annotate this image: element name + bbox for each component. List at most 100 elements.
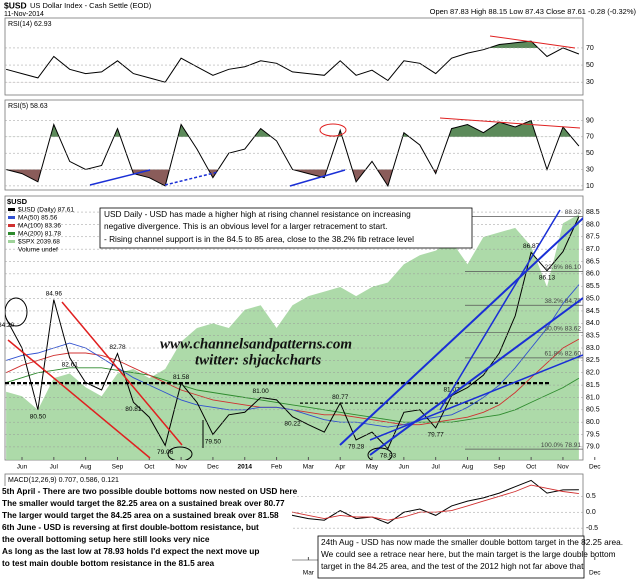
y-tick-label: 87.5 bbox=[586, 234, 600, 241]
y-tick-label: 87.0 bbox=[586, 246, 600, 253]
note-box bbox=[99, 207, 473, 249]
x-tick-label: Mar bbox=[303, 464, 315, 471]
note-line: The smaller would target the 82.25 area … bbox=[2, 498, 285, 508]
panel-title: RSI(14) 62.93 bbox=[8, 21, 52, 28]
symbol: $USD bbox=[4, 0, 27, 10]
panel-frame bbox=[4, 17, 584, 96]
legend-swatch bbox=[8, 232, 15, 235]
x-tick-label: Sep bbox=[494, 464, 506, 471]
y-tick-label: 86.5 bbox=[586, 258, 600, 265]
watermark: twitter: shjackcharts bbox=[195, 352, 321, 368]
legend-swatch bbox=[8, 208, 15, 211]
y-tick-label: 86.0 bbox=[586, 271, 600, 278]
fib-label: 23.6% 86.10 bbox=[544, 264, 581, 271]
y-tick-label: 88.5 bbox=[586, 209, 600, 216]
legend-label: $USD (Daily) 87.61 bbox=[18, 207, 74, 214]
y-tick-label: 50 bbox=[586, 150, 594, 157]
resistance-line bbox=[61, 301, 183, 446]
legend-swatch bbox=[8, 240, 15, 243]
value-label: 82.78 bbox=[109, 344, 126, 351]
x-tick-label: Oct bbox=[526, 464, 536, 471]
fib-label: 61.8% 82.60 bbox=[544, 351, 581, 358]
note-line: negative divergence. This is an obvious … bbox=[104, 221, 387, 231]
y-tick-label: 84.5 bbox=[586, 308, 600, 315]
y-tick-label: 79.5 bbox=[586, 431, 600, 438]
note-line: the overall bottoming setup here still l… bbox=[2, 534, 210, 544]
trend-lines bbox=[5, 209, 583, 460]
value-label: 80.50 bbox=[30, 414, 47, 421]
fib-label: 100.0% 78.91 bbox=[541, 442, 582, 449]
y-tick-label: 80.0 bbox=[586, 419, 600, 426]
channel-line bbox=[369, 354, 583, 441]
y-tick-label: 10 bbox=[586, 183, 594, 190]
note-line: 5th April - There are two possible doubl… bbox=[2, 486, 298, 496]
y-tick-label: 81.5 bbox=[586, 382, 600, 389]
value-label: 86.87 bbox=[523, 243, 540, 250]
overbought-fill bbox=[6, 41, 579, 48]
y-tick-label: -0.5 bbox=[586, 525, 598, 532]
value-label: 80.22 bbox=[284, 420, 301, 427]
value-label: 84.96 bbox=[46, 290, 63, 297]
x-tick-label: May bbox=[366, 464, 379, 471]
legend-swatch bbox=[8, 216, 15, 219]
y-tick-label: 83.5 bbox=[586, 333, 600, 340]
legend-swatch bbox=[8, 224, 15, 227]
circle-marker bbox=[319, 123, 347, 137]
divergence-line bbox=[489, 35, 576, 49]
value-label: 81.00 bbox=[253, 388, 270, 395]
overbought-fill bbox=[6, 120, 579, 137]
quote: Open 87.83 High 88.15 Low 87.43 Close 87… bbox=[430, 7, 637, 16]
x-tick-label: Sep bbox=[112, 464, 124, 471]
line bbox=[5, 367, 580, 423]
legend-label: MA(200) 81.78 bbox=[18, 231, 61, 238]
x-tick-label: Aug bbox=[80, 464, 92, 471]
legend-label: MA(100) 83.36 bbox=[18, 223, 61, 230]
fib-label: 50.0% 83.62 bbox=[544, 325, 581, 332]
value-label: 79.28 bbox=[348, 444, 365, 451]
x-tick-label: Jun bbox=[399, 464, 410, 471]
channel-line bbox=[339, 216, 583, 446]
legend-label: Volume undef bbox=[18, 247, 58, 254]
y-tick-label: 90 bbox=[586, 117, 594, 124]
y-tick-label: 30 bbox=[586, 79, 594, 86]
line bbox=[5, 216, 580, 450]
area bbox=[6, 214, 579, 460]
note-line: - Rising channel support is in the 84.5 … bbox=[104, 234, 414, 244]
y-tick-label: 85.0 bbox=[586, 295, 600, 302]
y-tick-label: 0.0 bbox=[586, 509, 596, 516]
note-line: 24th Aug - USD has now made the smaller … bbox=[321, 537, 623, 547]
y-tick-label: 70 bbox=[586, 134, 594, 141]
legend-label: MA(50) 85.56 bbox=[18, 215, 58, 222]
arrow bbox=[164, 171, 219, 186]
y-tick-label: 70 bbox=[586, 45, 594, 52]
value-label: 80.81 bbox=[125, 406, 142, 413]
note-line: 6th June - USD is reversing at first dou… bbox=[2, 522, 259, 532]
line bbox=[5, 119, 580, 188]
divergence-line bbox=[439, 117, 581, 129]
x-tick-label: Apr bbox=[335, 464, 346, 471]
value-label: 79.06 bbox=[157, 449, 174, 456]
y-tick-label: 82.0 bbox=[586, 370, 600, 377]
fib-label: 88.32 bbox=[565, 209, 582, 216]
y-tick-label: 85.5 bbox=[586, 283, 600, 290]
x-tick-label: Jul bbox=[50, 464, 59, 471]
legend-label: $SPX 2039.68 bbox=[18, 239, 60, 246]
date: 11-Nov-2014 bbox=[4, 11, 44, 18]
circle-marker bbox=[5, 297, 28, 327]
panel-title: MACD(12,26,9) 0.707, 0.586, 0.121 bbox=[8, 477, 119, 484]
note-line: target in the 84.25 area, and the test o… bbox=[321, 561, 584, 571]
x-tick-label: Oct bbox=[144, 464, 154, 471]
value-label: 86.13 bbox=[539, 274, 556, 281]
value-label: 78.93 bbox=[380, 452, 397, 459]
note-line: We could see a retrace near here, but th… bbox=[321, 549, 616, 559]
left-notes: 5th April - There are two possible doubl… bbox=[2, 486, 298, 568]
fib-label: 38.2% 84.73 bbox=[544, 298, 581, 305]
y-tick-label: 79.0 bbox=[586, 444, 600, 451]
x-tick-label: Jun bbox=[17, 464, 28, 471]
title-bg bbox=[6, 101, 116, 110]
note-line: As long as the last low at 78.93 holds I… bbox=[2, 546, 259, 556]
note-line: to test main double bottom resistance in… bbox=[2, 558, 214, 568]
panel-frame bbox=[4, 99, 584, 191]
y-tick-label: 83.0 bbox=[586, 345, 600, 352]
